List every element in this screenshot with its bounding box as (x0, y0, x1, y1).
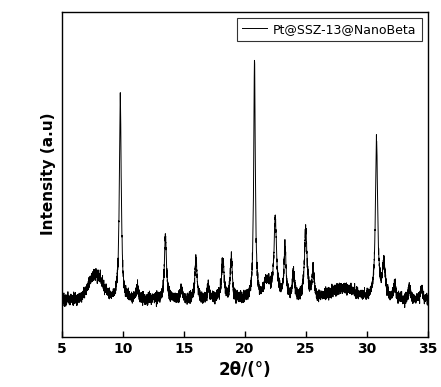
X-axis label: 2θ/(°): 2θ/(°) (218, 361, 271, 379)
Legend: Pt@SSZ-13@NanoBeta: Pt@SSZ-13@NanoBeta (237, 18, 422, 41)
Y-axis label: Intensity (a.u): Intensity (a.u) (41, 113, 56, 235)
